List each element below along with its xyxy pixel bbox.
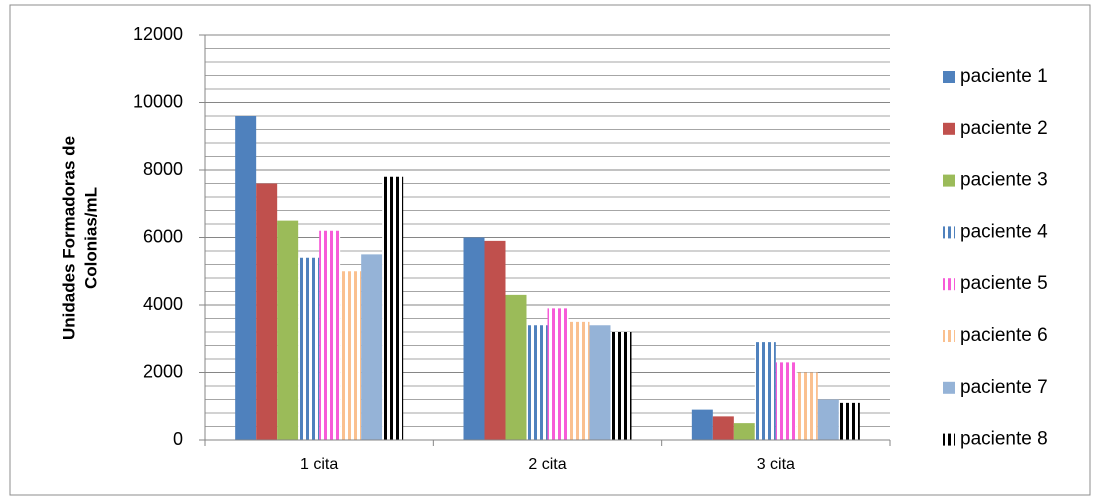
y-axis-label: Unidades Formadoras de <box>59 136 78 340</box>
bar <box>298 257 320 440</box>
bar <box>712 416 734 440</box>
bar <box>526 325 548 440</box>
y-tick-label: 2000 <box>143 361 183 381</box>
bar <box>277 220 299 440</box>
x-tick-label: 2 cita <box>528 456 566 473</box>
bar <box>754 342 776 440</box>
y-tick-label: 12000 <box>133 24 183 44</box>
y-tick-label: 10000 <box>133 91 183 111</box>
bar <box>817 399 839 440</box>
bar <box>256 183 278 440</box>
legend-label: paciente 1 <box>960 66 1048 87</box>
bar <box>547 308 569 440</box>
bar <box>382 176 404 440</box>
y-axis-label: Colonias/mL <box>81 187 100 289</box>
legend-label: paciente 8 <box>960 429 1048 450</box>
bar <box>568 321 590 440</box>
x-tick-label: 3 cita <box>757 456 795 473</box>
legend-label: paciente 6 <box>960 325 1048 346</box>
bar <box>340 271 362 440</box>
legend-swatch <box>943 433 955 446</box>
bar <box>505 294 527 440</box>
bar <box>484 240 506 440</box>
x-tick-label: 1 cita <box>300 456 338 473</box>
legend-swatch <box>943 122 955 135</box>
bar <box>733 423 755 440</box>
y-tick-label: 8000 <box>143 159 183 179</box>
bar <box>319 230 341 440</box>
legend-label: paciente 2 <box>960 118 1048 139</box>
y-tick-label: 6000 <box>143 226 183 246</box>
bar <box>691 409 713 440</box>
y-tick-label: 4000 <box>143 294 183 314</box>
bar <box>838 402 860 440</box>
legend-label: paciente 5 <box>960 273 1048 294</box>
legend-label: paciente 7 <box>960 377 1048 398</box>
legend-swatch <box>943 174 955 187</box>
legend-swatch <box>943 278 955 291</box>
legend-swatch <box>943 71 955 83</box>
bar <box>463 237 485 440</box>
bar <box>775 362 797 440</box>
legend-label: paciente 4 <box>960 221 1048 242</box>
bar <box>589 325 611 440</box>
legend-swatch <box>943 226 955 239</box>
bar <box>361 254 383 440</box>
bar <box>796 372 818 440</box>
legend-swatch <box>943 330 955 342</box>
bar <box>610 332 632 440</box>
legend-label: paciente 3 <box>960 170 1048 191</box>
y-tick-label: 0 <box>173 429 183 449</box>
legend-swatch <box>943 381 955 394</box>
bar <box>235 116 257 440</box>
